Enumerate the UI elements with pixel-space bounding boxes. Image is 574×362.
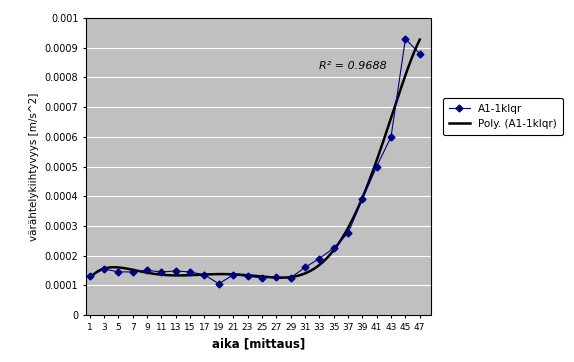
A1-1klqr [359,197,366,201]
A1-1klqr [287,276,294,280]
A1-1klqr [172,269,179,273]
A1-1klqr [344,231,351,236]
A1-1klqr [402,37,409,41]
A1-1klqr [301,265,308,270]
Text: R² = 0.9688: R² = 0.9688 [319,60,387,71]
A1-1klqr [115,270,122,274]
A1-1klqr [387,135,394,139]
A1-1klqr [144,268,150,273]
A1-1klqr [129,270,136,274]
Poly. (A1-1klqr) [86,276,93,281]
A1-1klqr [330,246,337,251]
A1-1klqr [316,256,323,261]
Y-axis label: värähtelykiihtyvyys [m/s^2]: värähtelykiihtyvyys [m/s^2] [29,92,39,241]
A1-1klqr [258,276,265,280]
Line: A1-1klqr: A1-1klqr [87,37,422,286]
A1-1klqr [273,275,280,279]
A1-1klqr [187,270,193,274]
A1-1klqr [244,274,251,278]
Legend: A1-1klqr, Poly. (A1-1klqr): A1-1klqr, Poly. (A1-1klqr) [443,97,563,135]
Poly. (A1-1klqr) [282,275,289,280]
Poly. (A1-1klqr) [408,56,415,60]
Poly. (A1-1klqr) [416,37,423,42]
A1-1klqr [158,270,165,274]
Poly. (A1-1klqr) [265,275,272,279]
X-axis label: aika [mittaus]: aika [mittaus] [212,337,305,350]
Poly. (A1-1klqr) [357,201,364,205]
A1-1klqr [86,274,93,278]
A1-1klqr [230,273,236,277]
Poly. (A1-1klqr) [245,273,252,278]
Poly. (A1-1klqr) [243,273,250,277]
A1-1klqr [201,273,208,277]
A1-1klqr [215,282,222,286]
A1-1klqr [416,51,423,56]
A1-1klqr [373,164,380,169]
A1-1klqr [100,267,107,271]
Line: Poly. (A1-1klqr): Poly. (A1-1klqr) [90,39,420,278]
